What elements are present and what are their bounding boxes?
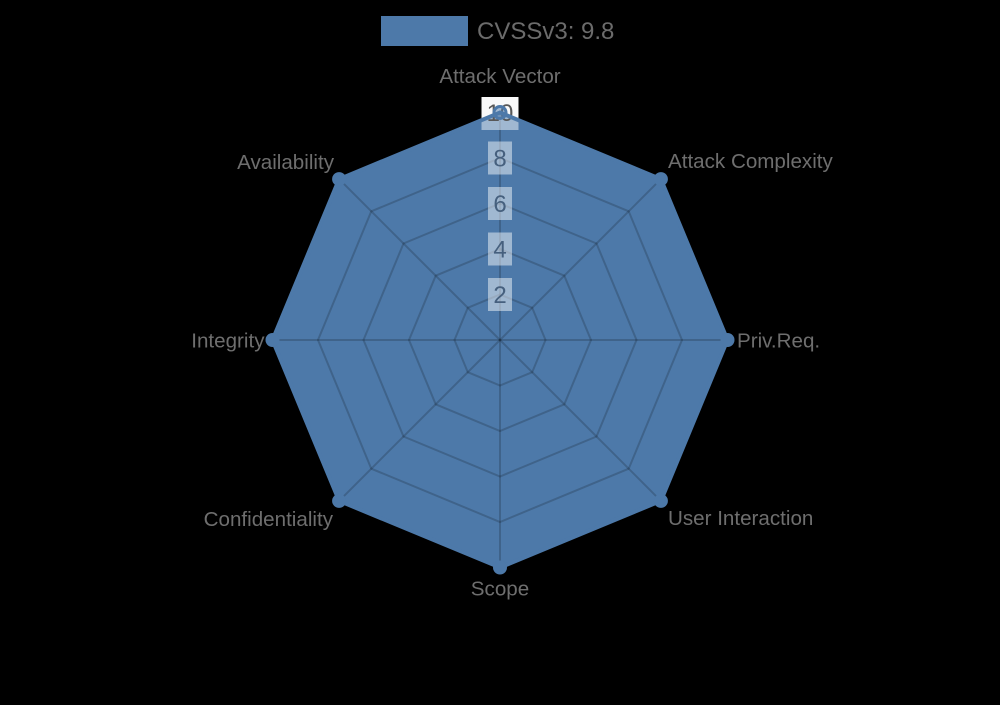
svg-text:6: 6: [493, 191, 506, 218]
svg-text:User Interaction: User Interaction: [668, 507, 813, 530]
svg-text:Scope: Scope: [471, 578, 529, 601]
svg-text:8: 8: [493, 146, 506, 173]
svg-text:Confidentiality: Confidentiality: [204, 508, 334, 531]
svg-text:CVSSv3: 9.8: CVSSv3: 9.8: [477, 18, 614, 45]
svg-text:4: 4: [493, 237, 506, 264]
svg-text:Integrity: Integrity: [191, 330, 265, 353]
svg-text:Attack Vector: Attack Vector: [439, 65, 560, 88]
svg-text:Priv.Req.: Priv.Req.: [737, 330, 820, 353]
svg-text:Availability: Availability: [237, 151, 335, 174]
svg-text:2: 2: [493, 282, 506, 309]
svg-text:Attack Complexity: Attack Complexity: [668, 150, 834, 173]
